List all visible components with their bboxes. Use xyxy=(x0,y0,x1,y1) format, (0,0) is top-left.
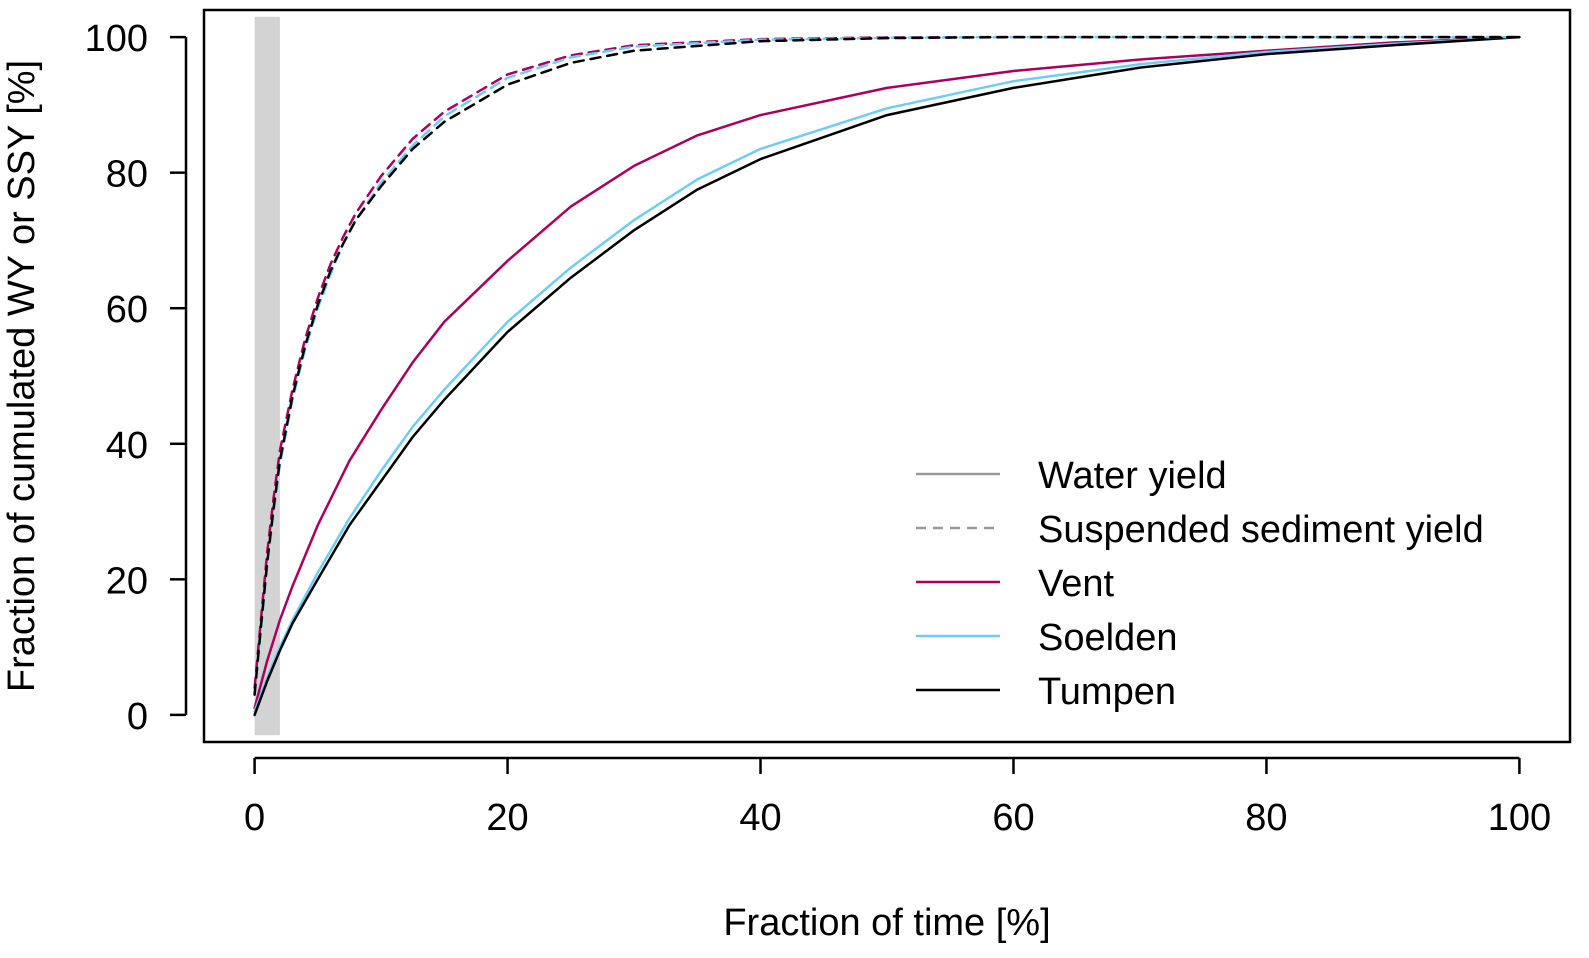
series-line-soelden-wy xyxy=(253,35,1521,713)
x-tick-label: 80 xyxy=(1245,797,1287,839)
y-tick-label: 40 xyxy=(106,425,148,467)
plot-area xyxy=(202,8,1572,744)
y-axis-title: Fraction of cumulated WY or SSY [%] xyxy=(1,60,43,692)
legend-label: Suspended sediment yield xyxy=(1038,509,1484,551)
series-line-soelden-ssy xyxy=(253,35,1521,696)
series-layer xyxy=(253,35,1521,717)
x-tick-label: 20 xyxy=(486,797,528,839)
x-tick-label: 40 xyxy=(739,797,781,839)
y-tick-label: 100 xyxy=(85,18,148,60)
legend-label: Soelden xyxy=(1038,617,1177,659)
legend-label: Tumpen xyxy=(1038,671,1176,713)
series-line-vent-wy xyxy=(253,35,1521,710)
shaded-band xyxy=(254,16,280,736)
y-tick-label: 60 xyxy=(106,289,148,331)
x-axis: 0 20 40 60 80 100 xyxy=(244,756,1551,839)
series-line-vent-ssy xyxy=(253,35,1521,690)
x-tick-label: 100 xyxy=(1488,797,1551,839)
x-tick-label: 0 xyxy=(244,797,265,839)
x-axis-title: Fraction of time [%] xyxy=(723,902,1050,944)
legend: Water yield Suspended sediment yield Vent S… xyxy=(916,455,1484,713)
y-tick-label: 80 xyxy=(106,154,148,196)
y-tick-label: 20 xyxy=(106,560,148,602)
x-tick-label: 60 xyxy=(992,797,1034,839)
y-axis: 0 20 40 60 80 100 xyxy=(85,18,188,738)
y-tick-label: 0 xyxy=(127,696,148,738)
plot-frame xyxy=(202,8,1572,744)
series-line-tumpen-ssy xyxy=(253,35,1521,696)
legend-label: Water yield xyxy=(1038,455,1227,497)
series-line-tumpen-wy xyxy=(253,35,1521,717)
legend-label: Vent xyxy=(1038,563,1115,605)
